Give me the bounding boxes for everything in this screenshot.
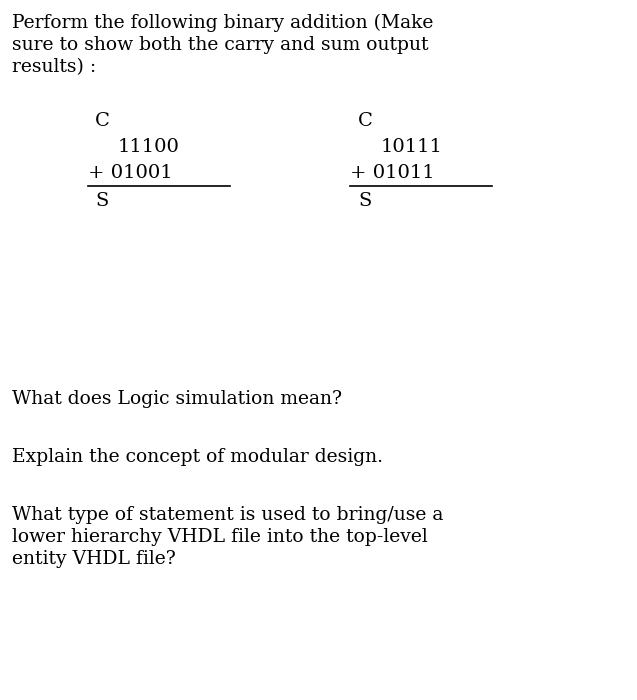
Text: What does Logic simulation mean?: What does Logic simulation mean? bbox=[12, 390, 342, 408]
Text: + 01011: + 01011 bbox=[350, 164, 434, 182]
Text: entity VHDL file?: entity VHDL file? bbox=[12, 550, 176, 568]
Text: C: C bbox=[358, 112, 373, 130]
Text: 11100: 11100 bbox=[118, 138, 180, 156]
Text: Explain the concept of modular design.: Explain the concept of modular design. bbox=[12, 448, 383, 466]
Text: sure to show both the carry and sum output: sure to show both the carry and sum outp… bbox=[12, 36, 429, 54]
Text: S: S bbox=[95, 192, 108, 210]
Text: + 01001: + 01001 bbox=[88, 164, 173, 182]
Text: results) :: results) : bbox=[12, 58, 96, 76]
Text: lower hierarchy VHDL file into the top-level: lower hierarchy VHDL file into the top-l… bbox=[12, 528, 428, 546]
Text: What type of statement is used to bring/use a: What type of statement is used to bring/… bbox=[12, 506, 443, 524]
Text: S: S bbox=[358, 192, 371, 210]
Text: Perform the following binary addition (Make: Perform the following binary addition (M… bbox=[12, 14, 433, 32]
Text: C: C bbox=[95, 112, 110, 130]
Text: 10111: 10111 bbox=[381, 138, 443, 156]
